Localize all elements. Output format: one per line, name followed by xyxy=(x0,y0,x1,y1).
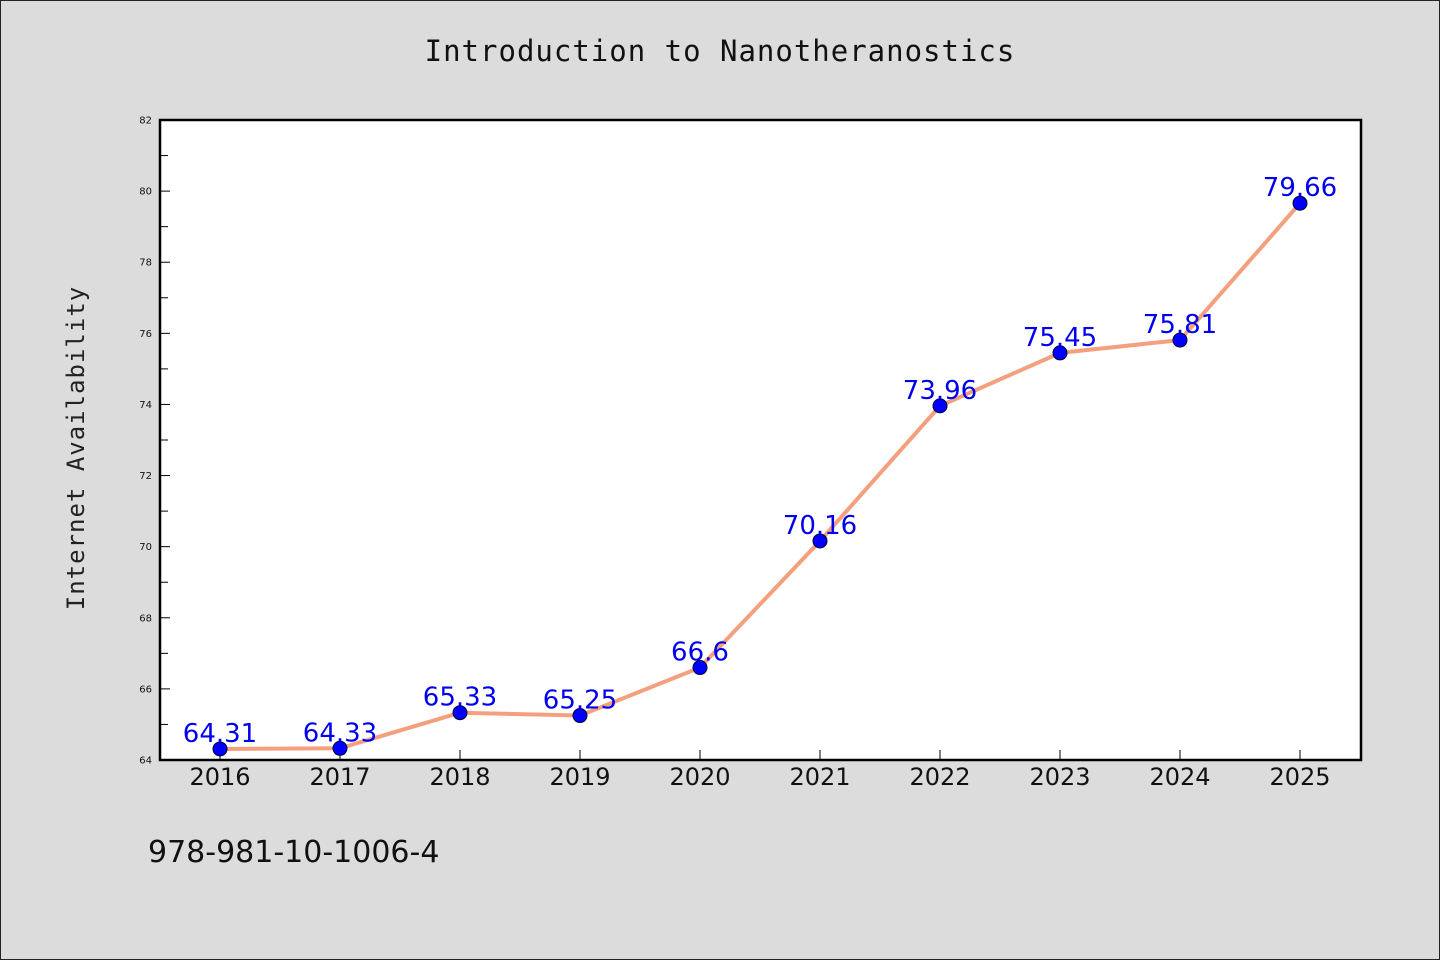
data-label: 70.16 xyxy=(783,511,857,541)
data-point xyxy=(1052,345,1068,361)
data-point xyxy=(452,705,468,721)
y-tick-label: 64 xyxy=(139,756,152,767)
x-tick-label: 2023 xyxy=(1029,763,1090,791)
data-labels: 64.31 64.33 65.33 65.25 66.6 70.16 73.96 75.45 7… xyxy=(183,173,1337,749)
data-point xyxy=(212,741,228,757)
data-point xyxy=(572,708,588,724)
chart-title: Introduction to Nanotheranostics xyxy=(424,34,1016,68)
y-axis: 64 66 68 70 72 74 76 78 80 82 xyxy=(139,116,170,767)
y-tick-label: 72 xyxy=(139,471,152,482)
data-point xyxy=(1292,195,1308,211)
data-label: 66.6 xyxy=(671,638,729,668)
x-tick-label: 2024 xyxy=(1149,763,1210,791)
data-point xyxy=(1172,332,1188,348)
data-label: 75.45 xyxy=(1023,323,1097,353)
y-tick-label: 78 xyxy=(139,258,152,269)
data-point xyxy=(692,660,708,676)
plot-area xyxy=(158,118,1363,762)
x-tick-label: 2021 xyxy=(789,763,850,791)
data-markers xyxy=(212,195,1308,757)
y-tick-label: 82 xyxy=(139,116,152,127)
y-tick-label: 80 xyxy=(139,187,152,198)
data-label: 65.33 xyxy=(423,683,497,713)
x-tick-label: 2025 xyxy=(1269,763,1330,791)
x-axis: 2016 2017 2018 2019 2020 2021 2022 2023 2024 2025 xyxy=(189,750,1331,791)
y-tick-label: 66 xyxy=(139,684,152,695)
data-label: 65.25 xyxy=(543,686,617,716)
x-tick-label: 2016 xyxy=(189,763,250,791)
data-point xyxy=(932,398,948,414)
series-line xyxy=(219,201,1302,751)
y-tick-label: 70 xyxy=(139,542,152,553)
data-point xyxy=(332,740,348,756)
data-label: 64.31 xyxy=(183,719,257,749)
data-label: 73.96 xyxy=(903,376,977,406)
isbn-text: 978-981-10-1006-4 xyxy=(148,835,440,870)
x-tick-label: 2017 xyxy=(309,763,370,791)
x-tick-label: 2022 xyxy=(909,763,970,791)
y-tick-label: 76 xyxy=(139,329,152,340)
y-tick-label: 68 xyxy=(139,613,152,624)
x-tick-label: 2019 xyxy=(549,763,610,791)
data-label: 64.33 xyxy=(303,718,377,748)
x-tick-label: 2020 xyxy=(669,763,730,791)
data-label: 79.66 xyxy=(1263,173,1337,203)
data-label: 75.81 xyxy=(1143,310,1217,340)
data-point xyxy=(812,533,828,549)
y-tick-label: 74 xyxy=(139,400,152,411)
x-tick-label: 2018 xyxy=(429,763,490,791)
